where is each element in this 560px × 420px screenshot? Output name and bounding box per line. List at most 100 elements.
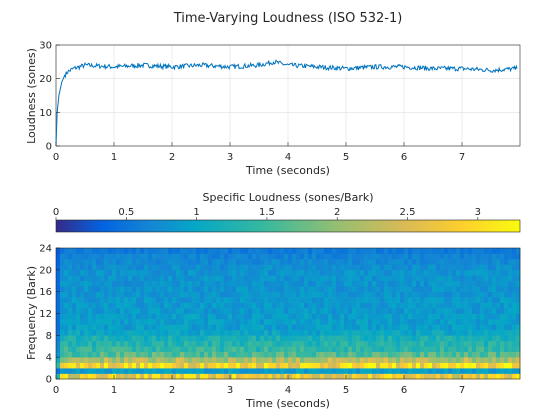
heatmap-cell — [96, 248, 101, 254]
heatmap-cell — [432, 373, 437, 380]
heatmap-cell — [464, 302, 469, 309]
heatmap-cell — [456, 258, 461, 265]
heatmap-cell — [396, 302, 401, 309]
heatmap-cell — [164, 324, 169, 331]
heatmap-cell — [208, 329, 213, 336]
heatmap-cell — [396, 275, 401, 282]
heatmap-cell — [424, 264, 429, 271]
heatmap-cell — [232, 313, 237, 320]
heatmap-cell — [192, 258, 197, 265]
heatmap-cell — [76, 253, 81, 260]
heatmap-cell — [332, 308, 337, 314]
heatmap-cell — [492, 308, 497, 314]
heatmap-cell — [356, 318, 361, 325]
heatmap-cell — [96, 308, 101, 314]
heatmap-cell — [296, 324, 301, 331]
heatmap-cell — [476, 258, 481, 265]
heatmap-cell — [444, 351, 449, 358]
heatmap-cell — [296, 264, 301, 271]
heatmap-cell — [64, 340, 69, 347]
heatmap-cell — [472, 248, 477, 254]
heatmap-cell — [372, 340, 377, 347]
heatmap-cell — [76, 308, 81, 314]
heatmap-cell — [432, 269, 437, 276]
heatmap-cell — [420, 308, 425, 314]
heatmap-cell — [96, 318, 101, 325]
heatmap-cell — [336, 357, 341, 363]
heatmap-cell — [100, 280, 105, 287]
heatmap-cell — [252, 313, 257, 320]
heatmap-cell — [500, 362, 505, 369]
heatmap-cell — [392, 329, 397, 336]
heatmap-cell — [336, 264, 341, 271]
heatmap-cell — [240, 253, 245, 260]
heatmap-cell — [136, 308, 141, 314]
heatmap-cell — [424, 362, 429, 369]
heatmap-cell — [340, 253, 345, 260]
heatmap-cell — [184, 362, 189, 369]
heatmap-cell — [388, 258, 393, 265]
heatmap-cell — [244, 313, 249, 320]
heatmap-cell — [252, 351, 257, 358]
heatmap-cell — [268, 329, 273, 336]
heatmap-cell — [504, 248, 509, 254]
heatmap-cell — [500, 373, 505, 380]
heatmap-cell — [200, 368, 205, 374]
heatmap-cell — [212, 286, 217, 292]
heatmap-cell — [512, 373, 517, 380]
heatmap-cell — [140, 373, 145, 380]
heatmap-cell — [80, 329, 85, 336]
heatmap-cell — [412, 253, 417, 260]
heatmap-cell — [72, 351, 77, 358]
heatmap-cell — [396, 258, 401, 265]
heatmap-cell — [396, 351, 401, 358]
heatmap-cell — [460, 362, 465, 369]
heatmap-cell — [464, 286, 469, 292]
heatmap-cell — [216, 269, 221, 276]
heatmap-cell — [476, 297, 481, 303]
heatmap-cell — [324, 329, 329, 336]
heatmap-cell — [380, 286, 385, 292]
heatmap-cell — [336, 368, 341, 374]
heatmap-cell — [240, 269, 245, 276]
heatmap-cell — [92, 302, 97, 309]
heatmap-cell — [100, 308, 105, 314]
heatmap-cell — [472, 308, 477, 314]
heatmap-cell — [416, 248, 421, 254]
heatmap-cell — [300, 340, 305, 347]
heatmap-cell — [424, 313, 429, 320]
heatmap-cell — [96, 357, 101, 363]
heatmap-cell — [132, 324, 137, 331]
heatmap-cell — [180, 248, 185, 254]
heatmap-cell — [336, 291, 341, 298]
heatmap-cell — [212, 318, 217, 325]
heatmap-cell — [216, 368, 221, 374]
heatmap-cell — [164, 335, 169, 342]
heatmap-cell — [388, 269, 393, 276]
heatmap-cell — [344, 253, 349, 260]
heatmap-cell — [232, 264, 237, 271]
heatmap-cell — [168, 253, 173, 260]
heatmap-cell — [424, 346, 429, 353]
heatmap-cell — [80, 308, 85, 314]
heatmap-cell — [312, 297, 317, 303]
heatmap-cell — [356, 335, 361, 342]
heatmap-cell — [184, 373, 189, 380]
heatmap-cell — [156, 302, 161, 309]
heatmap-cell — [188, 340, 193, 347]
heatmap-cell — [96, 346, 101, 353]
heatmap-cell — [56, 308, 61, 314]
heatmap-cell — [412, 308, 417, 314]
heatmap-cell — [136, 269, 141, 276]
heatmap-cell — [476, 368, 481, 374]
heatmap-cell — [140, 291, 145, 298]
heatmap-cell — [56, 258, 61, 265]
heatmap-cell — [404, 368, 409, 374]
heatmap-cell — [96, 264, 101, 271]
heatmap-cell — [384, 335, 389, 342]
heatmap-cell — [328, 368, 333, 374]
heatmap-cell — [388, 297, 393, 303]
heatmap-cell — [348, 253, 353, 260]
heatmap-cell — [424, 258, 429, 265]
heatmap-cell — [204, 253, 209, 260]
